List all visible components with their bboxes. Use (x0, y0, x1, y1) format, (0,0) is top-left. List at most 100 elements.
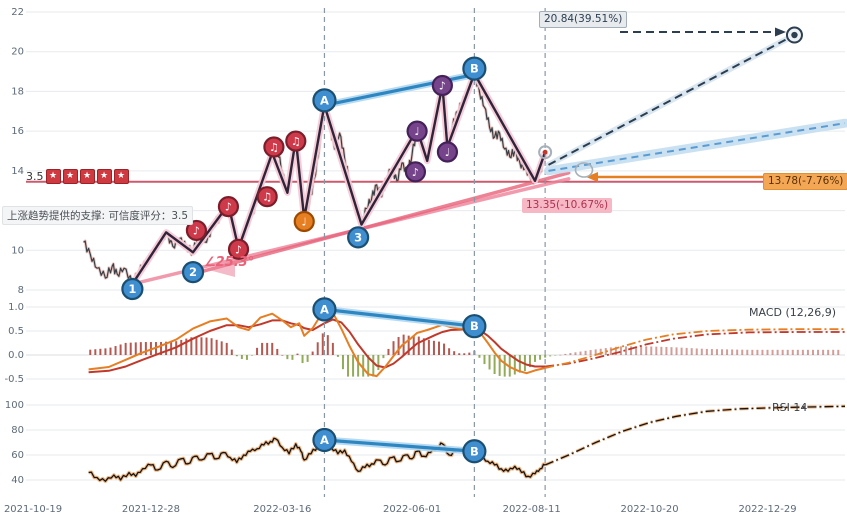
macd-histogram-bar (776, 349, 779, 355)
macd-histogram-bar (781, 349, 784, 355)
marker-price-♫[interactable] (256, 186, 278, 208)
macd-histogram-bar (670, 347, 673, 355)
macd-histogram-bar (99, 348, 102, 355)
macd-histogram-bar (352, 355, 355, 377)
marker-price-♩[interactable] (406, 120, 428, 142)
macd-histogram-bar (675, 347, 678, 355)
macd-histogram-bar (377, 355, 380, 371)
macd-histogram-bar (680, 347, 683, 355)
macd-histogram-bar (736, 349, 739, 355)
marker-label-♫: ♫ (262, 191, 272, 204)
macd-histogram-bar (761, 349, 764, 355)
marker-label-A: A (320, 302, 329, 316)
marker-price-1[interactable] (121, 277, 144, 301)
macd-histogram-bar (614, 346, 617, 355)
macd-histogram-bar (690, 348, 693, 355)
x-tick-label: 2022-06-01 (383, 504, 441, 515)
macd-histogram-bar (665, 347, 668, 355)
macd-histogram-bar (422, 338, 425, 355)
marker-macd-B[interactable] (462, 314, 487, 339)
macd-histogram-bar (589, 350, 592, 355)
macd-y-tick-label: 0.5 (8, 326, 24, 337)
macd-histogram-bar (321, 333, 324, 355)
marker-label-B: B (470, 319, 479, 333)
marker-label-♫: ♫ (269, 141, 279, 154)
macd-histogram-bar (463, 353, 466, 355)
macd-histogram-bar (271, 342, 274, 355)
macd-histogram-bar (796, 349, 799, 355)
marker-label-B: B (470, 444, 479, 458)
macd-histogram-bar (331, 342, 334, 355)
price-y-tick-label: 20 (11, 47, 24, 58)
price-y-tick-label: 14 (11, 166, 24, 177)
marker-label-A: A (320, 93, 329, 107)
macd-histogram-bar (811, 349, 814, 355)
macd-histogram-bar (144, 342, 147, 355)
marker-rsi-B[interactable] (462, 439, 487, 464)
macd-histogram-bar (534, 355, 537, 362)
rsi-ab-line (322, 438, 476, 453)
macd-dea-line (88, 318, 546, 374)
macd-histogram-bar (503, 355, 506, 377)
macd-histogram-bar (766, 349, 769, 355)
marker-price-B[interactable] (462, 56, 487, 81)
marker-label-B: B (470, 62, 479, 76)
projection-anchor-ellipse (574, 162, 594, 178)
marker-label-3: 3 (354, 230, 362, 244)
marker-price-♪[interactable] (431, 74, 453, 97)
marker-label-A: A (320, 433, 329, 447)
macd-histogram-bar (301, 355, 304, 364)
macd-histogram-bar (569, 353, 572, 355)
marker-price-A[interactable] (312, 88, 337, 113)
macd-histogram-bar (832, 349, 835, 355)
macd-histogram-bar (215, 339, 218, 355)
marker-price-♩[interactable] (436, 141, 459, 163)
macd-histogram-bar (630, 346, 633, 355)
macd-histogram-bar (579, 351, 582, 355)
macd-histogram-bar (200, 337, 203, 355)
marker-price-3[interactable] (347, 226, 370, 249)
marker-price-♪[interactable] (227, 238, 250, 260)
marker-price-♫[interactable] (285, 130, 307, 152)
marker-macd-A[interactable] (312, 297, 337, 322)
macd-histogram-bar (392, 341, 395, 355)
macd-histogram-bar (397, 337, 400, 355)
macd-histogram-bar (721, 349, 724, 355)
macd-histogram-bar (710, 349, 713, 355)
macd-histogram-bar (235, 355, 238, 357)
marker-price-♪[interactable] (217, 196, 240, 218)
marker-rsi-A[interactable] (312, 427, 337, 453)
macd-histogram-bar (336, 355, 339, 357)
macd-histogram-bar (326, 335, 329, 355)
macd-dif-projection (544, 328, 845, 369)
marker-price-♪[interactable] (404, 161, 427, 183)
macd-ab-line (322, 307, 476, 328)
macd-histogram-bar (276, 348, 279, 355)
macd-histogram-bar (190, 337, 193, 355)
macd-histogram-bar (443, 343, 446, 355)
marker-price-♫[interactable] (263, 136, 285, 158)
macd-histogram-bar (751, 349, 754, 355)
x-tick-label: 2022-12-29 (738, 504, 796, 515)
current-price-ring (538, 145, 553, 160)
macd-histogram-bar (513, 355, 516, 375)
macd-histogram-bar (220, 341, 223, 355)
marker-price-♪[interactable] (185, 219, 208, 242)
rsi-projection (544, 405, 846, 466)
macd-histogram-bar (655, 346, 658, 355)
macd-histogram-bar (640, 346, 643, 355)
macd-histogram-bar (160, 341, 163, 355)
macd-histogram-bar (205, 337, 208, 355)
marker-label-♩: ♩ (302, 215, 307, 228)
macd-histogram-bar (185, 338, 188, 355)
resistance-arrowhead-icon (586, 172, 598, 182)
marker-price-2[interactable] (181, 261, 205, 284)
macd-histogram-bar (635, 346, 638, 355)
macd-histogram-bar (311, 351, 314, 355)
macd-histogram-bar (483, 355, 486, 365)
marker-price-♩[interactable] (293, 210, 315, 233)
macd-histogram-bar (468, 352, 471, 355)
macd-histogram-bar (109, 347, 112, 355)
